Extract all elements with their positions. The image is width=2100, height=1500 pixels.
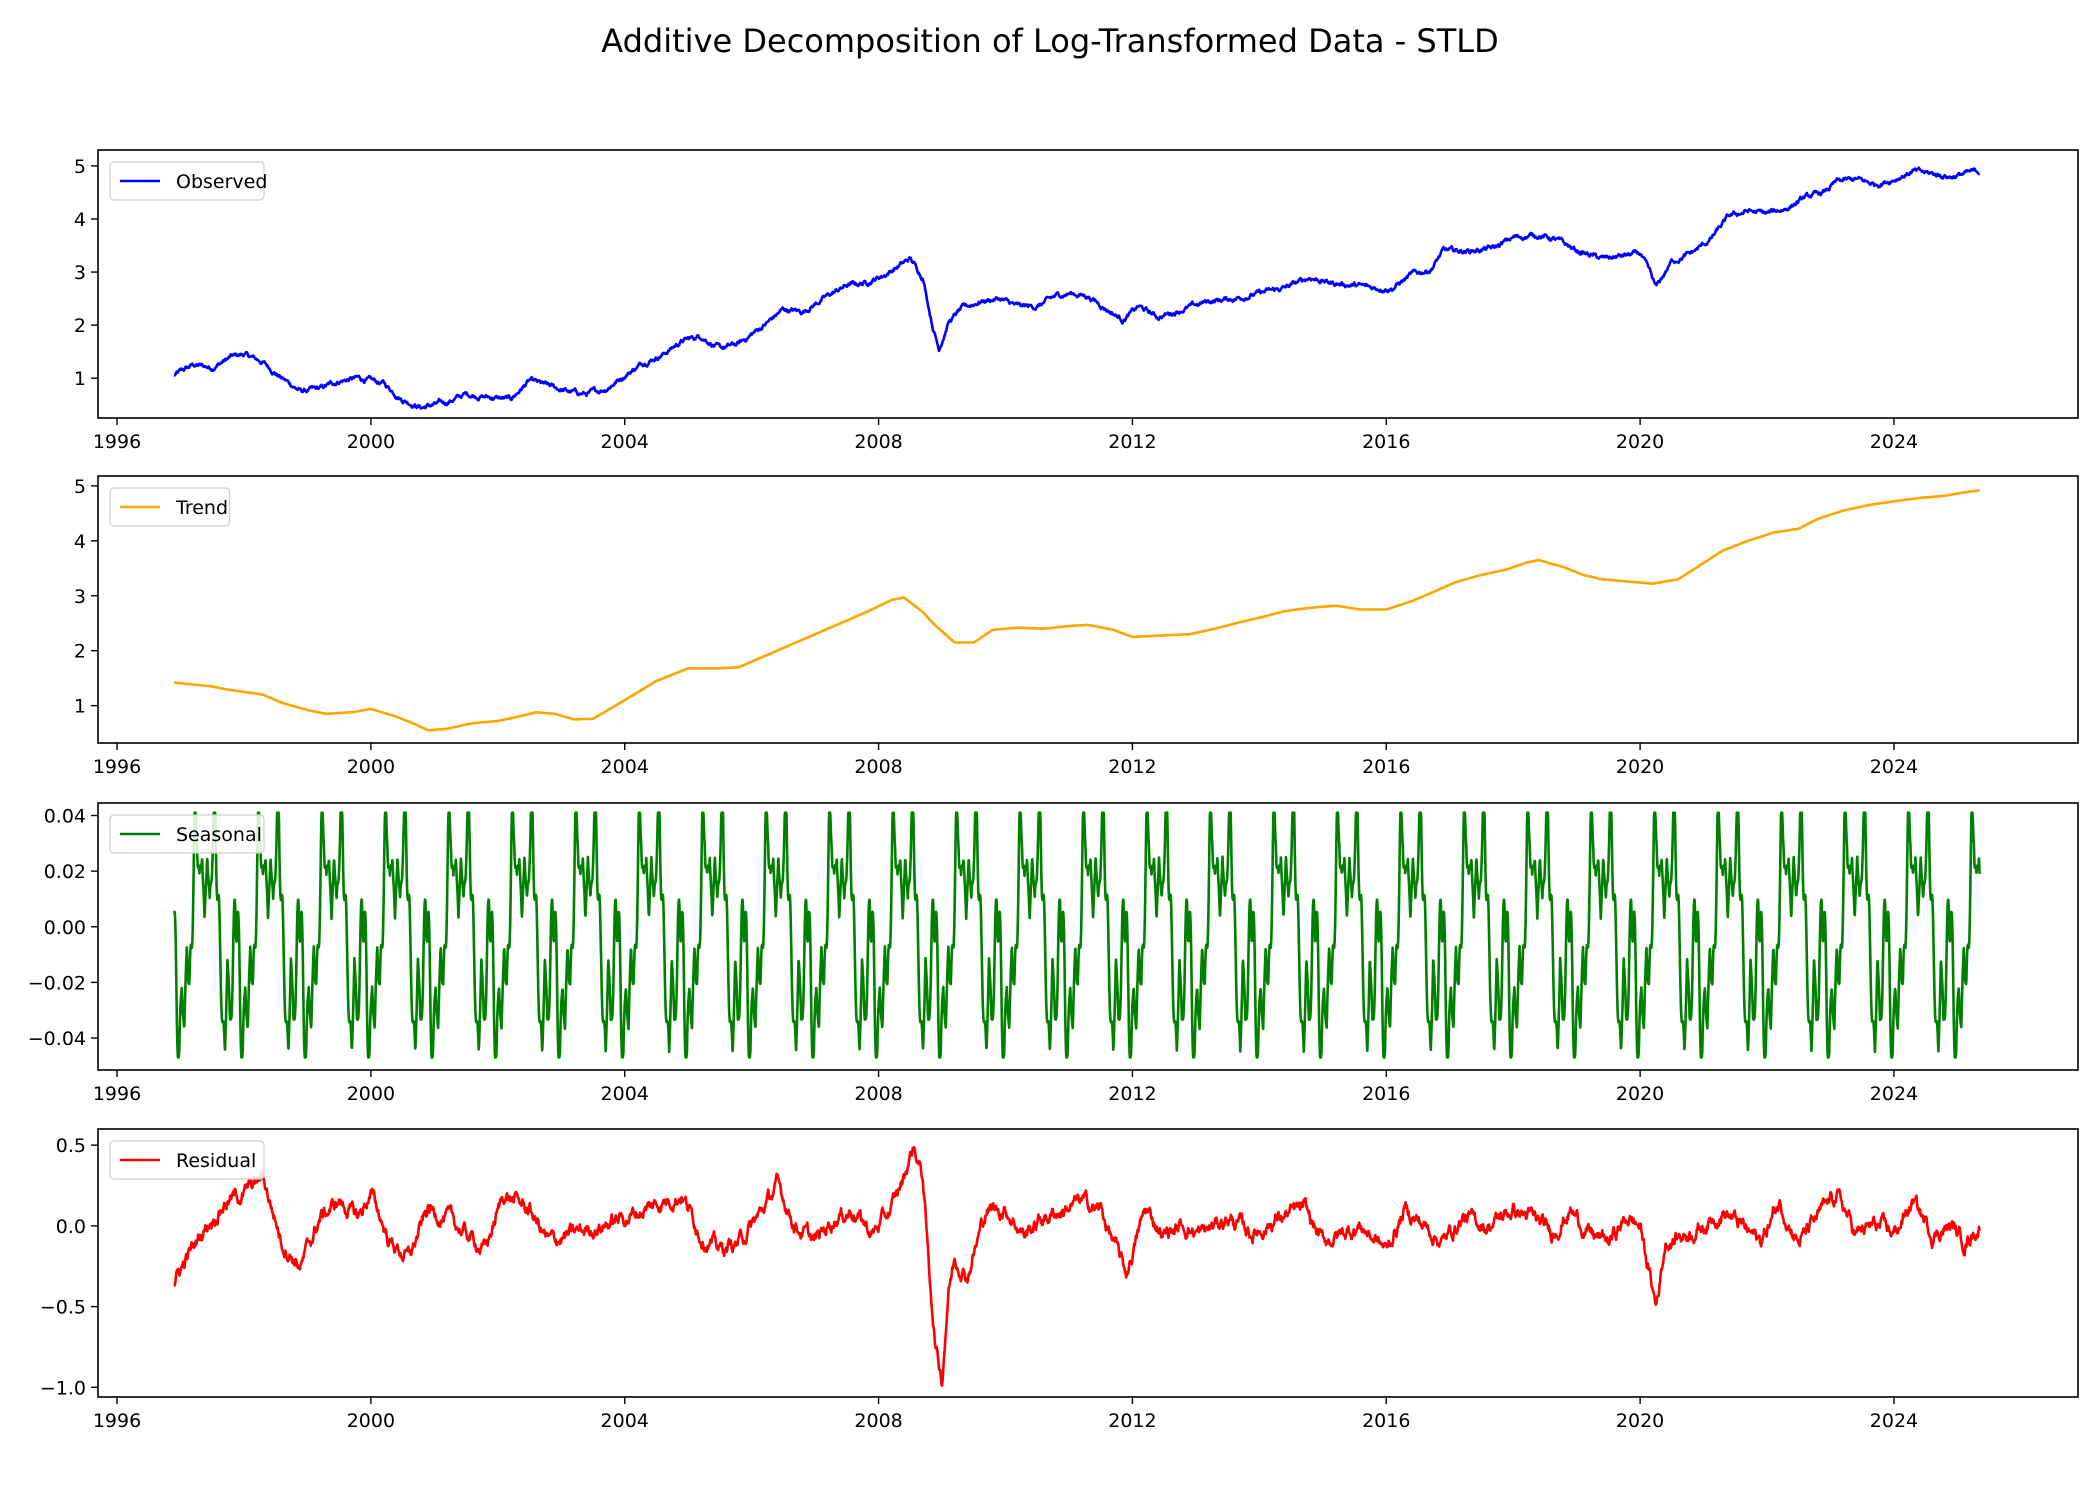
x-tick-label: 2004 [601, 431, 649, 453]
y-tick-label: 0.5 [56, 1135, 86, 1157]
legend-box [109, 487, 231, 527]
x-tick-label: 2024 [1870, 431, 1918, 453]
y-tick-label: 5 [74, 156, 86, 178]
y-tick-label: −0.5 [40, 1297, 86, 1319]
x-tick-label: 2004 [601, 1083, 649, 1105]
y-tick-label: 3 [74, 586, 86, 608]
x-tick-label: 2016 [1362, 756, 1410, 778]
x-tick-label: 2008 [854, 756, 902, 778]
panel-observed: 1996 2000 2004 2008 2012 2016 2020 2024 1 2 3 4 5 Obs… [74, 149, 2079, 453]
x-tick-label: 2020 [1616, 756, 1664, 778]
y-tick-label: −0.02 [28, 972, 86, 994]
y-tick-label: 5 [74, 476, 86, 498]
y-tick-label: 0.00 [44, 917, 86, 939]
x-tick-label: 1996 [93, 756, 141, 778]
x-tick-label: 2000 [347, 756, 395, 778]
y-tick-label: 0.02 [44, 861, 86, 883]
legend-label: Trend [175, 497, 228, 519]
x-tick-label: 2012 [1108, 1410, 1156, 1432]
x-tick-label: 2024 [1870, 756, 1918, 778]
y-tick-label: 2 [74, 641, 86, 663]
x-tick-label: 2000 [347, 1083, 395, 1105]
x-tick-label: 2000 [347, 1410, 395, 1432]
y-tick-label: 2 [74, 315, 86, 337]
axes-frame [97, 802, 2079, 1071]
y-tick-label: 1 [74, 696, 86, 718]
y-tick-label: 0.04 [44, 806, 86, 828]
axes-frame [97, 149, 2079, 419]
x-tick-label: 2012 [1108, 1083, 1156, 1105]
panel-trend: 1996 2000 2004 2008 2012 2016 2020 2024 1 2 3 4 5 Tre… [74, 475, 2079, 778]
x-tick-label: 2004 [601, 1410, 649, 1432]
panel-residual: 1996 2000 2004 2008 2012 2016 2020 2024 −1.0 −0.5… [40, 1128, 2079, 1432]
y-tick-label: 0.0 [56, 1216, 86, 1238]
axes-frame [97, 1128, 2079, 1398]
y-tick-label: −1.0 [40, 1377, 86, 1399]
x-tick-label: 2008 [854, 1083, 902, 1105]
legend-label: Residual [176, 1150, 256, 1172]
x-tick-label: 2004 [601, 756, 649, 778]
legend-box [109, 1140, 265, 1180]
y-tick-label: 4 [74, 209, 86, 231]
x-tick-label: 2000 [347, 431, 395, 453]
axes-frame [97, 475, 2079, 744]
figure-title: Additive Decomposition of Log-Transforme… [601, 22, 1499, 60]
legend-box [109, 161, 265, 201]
x-tick-label: 2012 [1108, 431, 1156, 453]
x-tick-label: 2020 [1616, 431, 1664, 453]
x-tick-label: 2016 [1362, 1410, 1410, 1432]
series-line-observed [173, 166, 1981, 410]
x-tick-label: 2020 [1616, 1410, 1664, 1432]
x-tick-label: 2024 [1870, 1410, 1918, 1432]
panel-seasonal: 1996 2000 2004 2008 2012 2016 2020 2024 −0.04 −0.… [28, 802, 2079, 1105]
legend-box [109, 814, 265, 854]
legend-label: Seasonal [176, 824, 262, 846]
y-tick-label: 1 [74, 368, 86, 390]
x-tick-label: 2012 [1108, 756, 1156, 778]
series-line-seasonal [172, 811, 1981, 1059]
x-tick-label: 1996 [93, 1083, 141, 1105]
x-tick-label: 2008 [854, 431, 902, 453]
x-tick-label: 2016 [1362, 431, 1410, 453]
series-line-trend [174, 489, 1980, 732]
y-tick-label: 3 [74, 262, 86, 284]
legend-label: Observed [176, 171, 267, 193]
x-tick-label: 2008 [854, 1410, 902, 1432]
y-tick-label: 4 [74, 531, 86, 553]
x-tick-label: 1996 [93, 1410, 141, 1432]
x-tick-label: 2024 [1870, 1083, 1918, 1105]
x-tick-label: 2020 [1616, 1083, 1664, 1105]
x-tick-label: 2016 [1362, 1083, 1410, 1105]
series-line-residual [173, 1145, 1981, 1387]
y-tick-label: −0.04 [28, 1028, 86, 1050]
x-tick-label: 1996 [93, 431, 141, 453]
